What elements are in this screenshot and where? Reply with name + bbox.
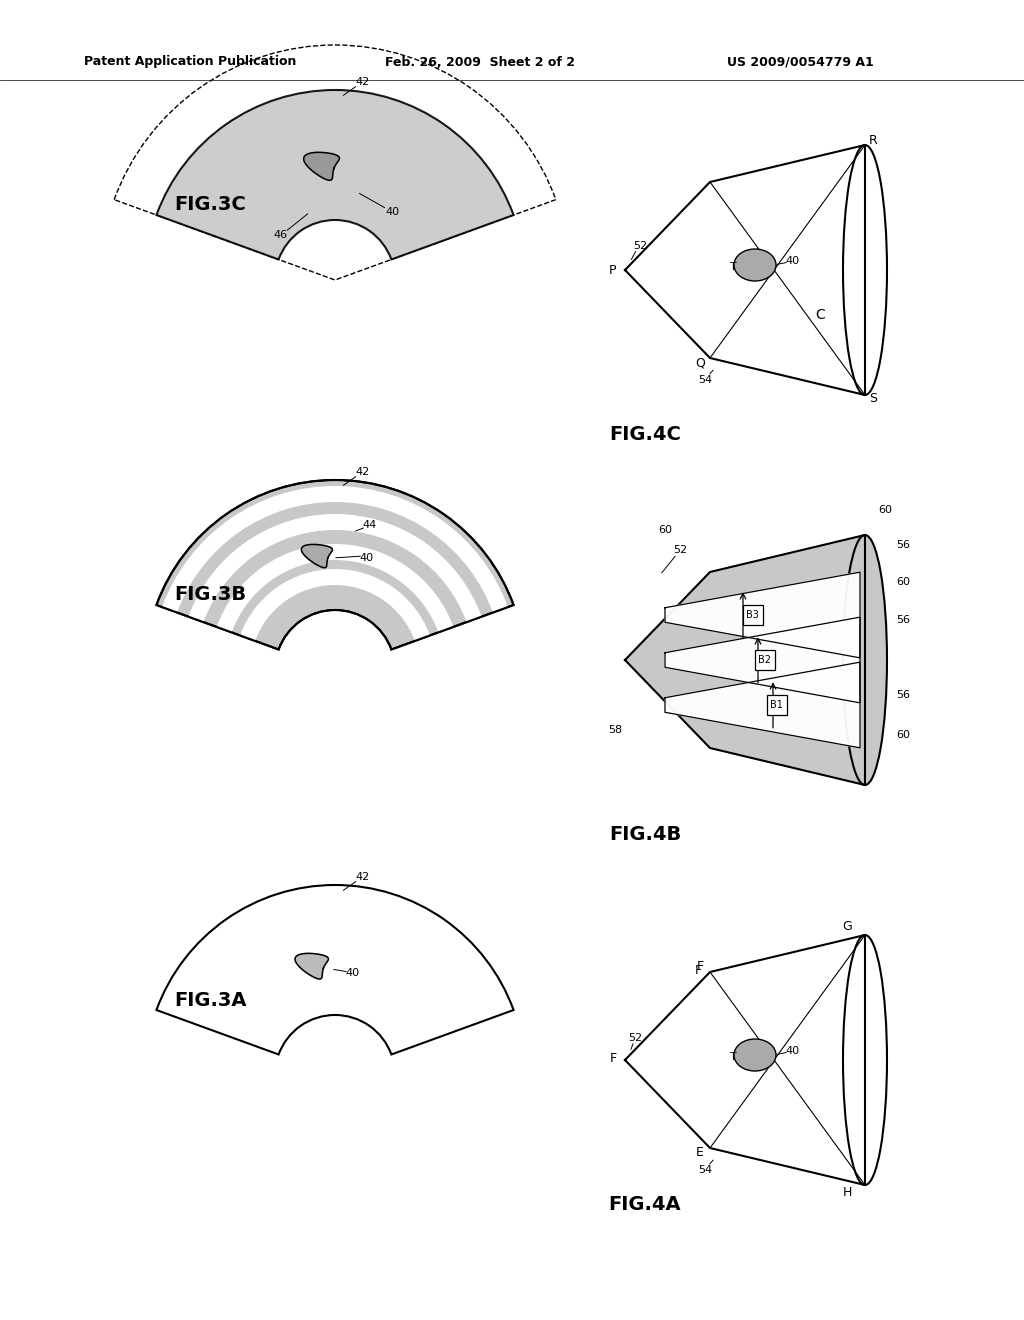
Text: S: S bbox=[869, 392, 877, 405]
Text: T: T bbox=[730, 1052, 736, 1063]
Ellipse shape bbox=[734, 249, 776, 281]
Text: 46: 46 bbox=[273, 230, 287, 240]
Text: 54: 54 bbox=[698, 1166, 712, 1175]
Text: 42: 42 bbox=[356, 77, 370, 87]
Text: FIG.3C: FIG.3C bbox=[174, 195, 246, 214]
Text: H: H bbox=[843, 1187, 852, 1200]
Polygon shape bbox=[301, 544, 333, 568]
Text: 40: 40 bbox=[346, 968, 360, 978]
Text: Feb. 26, 2009  Sheet 2 of 2: Feb. 26, 2009 Sheet 2 of 2 bbox=[385, 55, 575, 69]
Text: 40: 40 bbox=[786, 1045, 800, 1056]
Text: B2: B2 bbox=[758, 655, 771, 665]
Wedge shape bbox=[162, 486, 508, 612]
Text: F: F bbox=[694, 964, 701, 977]
Text: Q: Q bbox=[695, 356, 705, 370]
Text: 60: 60 bbox=[878, 506, 892, 515]
Text: Patent Application Publication: Patent Application Publication bbox=[84, 55, 296, 69]
Text: US 2009/0054779 A1: US 2009/0054779 A1 bbox=[727, 55, 873, 69]
Bar bbox=[767, 696, 786, 715]
Ellipse shape bbox=[734, 1039, 776, 1071]
Wedge shape bbox=[188, 513, 481, 622]
Ellipse shape bbox=[843, 145, 887, 395]
Text: 60: 60 bbox=[896, 577, 910, 587]
Text: 58: 58 bbox=[608, 725, 622, 735]
Text: 42: 42 bbox=[356, 873, 370, 882]
Text: B1: B1 bbox=[770, 700, 783, 710]
Text: 42: 42 bbox=[356, 467, 370, 477]
Text: 56: 56 bbox=[896, 540, 910, 550]
Text: 40: 40 bbox=[386, 207, 400, 216]
Text: T: T bbox=[730, 261, 736, 272]
Wedge shape bbox=[157, 90, 514, 260]
Text: FIG.3A: FIG.3A bbox=[174, 990, 246, 1010]
Wedge shape bbox=[240, 569, 430, 642]
Text: 40: 40 bbox=[786, 256, 800, 267]
Text: G: G bbox=[842, 920, 852, 933]
Wedge shape bbox=[157, 480, 514, 649]
Bar bbox=[742, 605, 763, 624]
Text: C: C bbox=[815, 308, 825, 322]
Text: 40: 40 bbox=[360, 553, 374, 564]
Text: 60: 60 bbox=[896, 730, 910, 741]
Polygon shape bbox=[665, 663, 860, 748]
Polygon shape bbox=[625, 535, 865, 785]
Text: 60: 60 bbox=[658, 525, 672, 535]
Polygon shape bbox=[665, 618, 860, 702]
Text: 56: 56 bbox=[896, 690, 910, 700]
Text: F: F bbox=[696, 961, 703, 974]
Text: F: F bbox=[609, 1052, 616, 1064]
Polygon shape bbox=[665, 572, 860, 657]
Bar bbox=[755, 649, 775, 671]
Text: 56: 56 bbox=[896, 615, 910, 624]
Polygon shape bbox=[304, 152, 339, 181]
Polygon shape bbox=[295, 953, 329, 979]
Polygon shape bbox=[625, 935, 865, 1185]
Text: P: P bbox=[609, 264, 616, 276]
Text: 54: 54 bbox=[698, 375, 712, 385]
Wedge shape bbox=[217, 544, 454, 632]
Text: FIG.4B: FIG.4B bbox=[609, 825, 681, 845]
Text: 52: 52 bbox=[633, 242, 647, 251]
Text: B3: B3 bbox=[746, 610, 759, 620]
Text: 44: 44 bbox=[362, 520, 377, 531]
Polygon shape bbox=[625, 145, 865, 395]
Text: FIG.4C: FIG.4C bbox=[609, 425, 681, 445]
Text: 52: 52 bbox=[628, 1034, 642, 1043]
Text: FIG.3B: FIG.3B bbox=[174, 586, 246, 605]
Text: 52: 52 bbox=[673, 545, 687, 554]
Text: FIG.4A: FIG.4A bbox=[608, 1196, 681, 1214]
Text: E: E bbox=[696, 1147, 703, 1159]
Ellipse shape bbox=[843, 935, 887, 1185]
Text: R: R bbox=[868, 135, 878, 148]
Ellipse shape bbox=[843, 535, 887, 785]
